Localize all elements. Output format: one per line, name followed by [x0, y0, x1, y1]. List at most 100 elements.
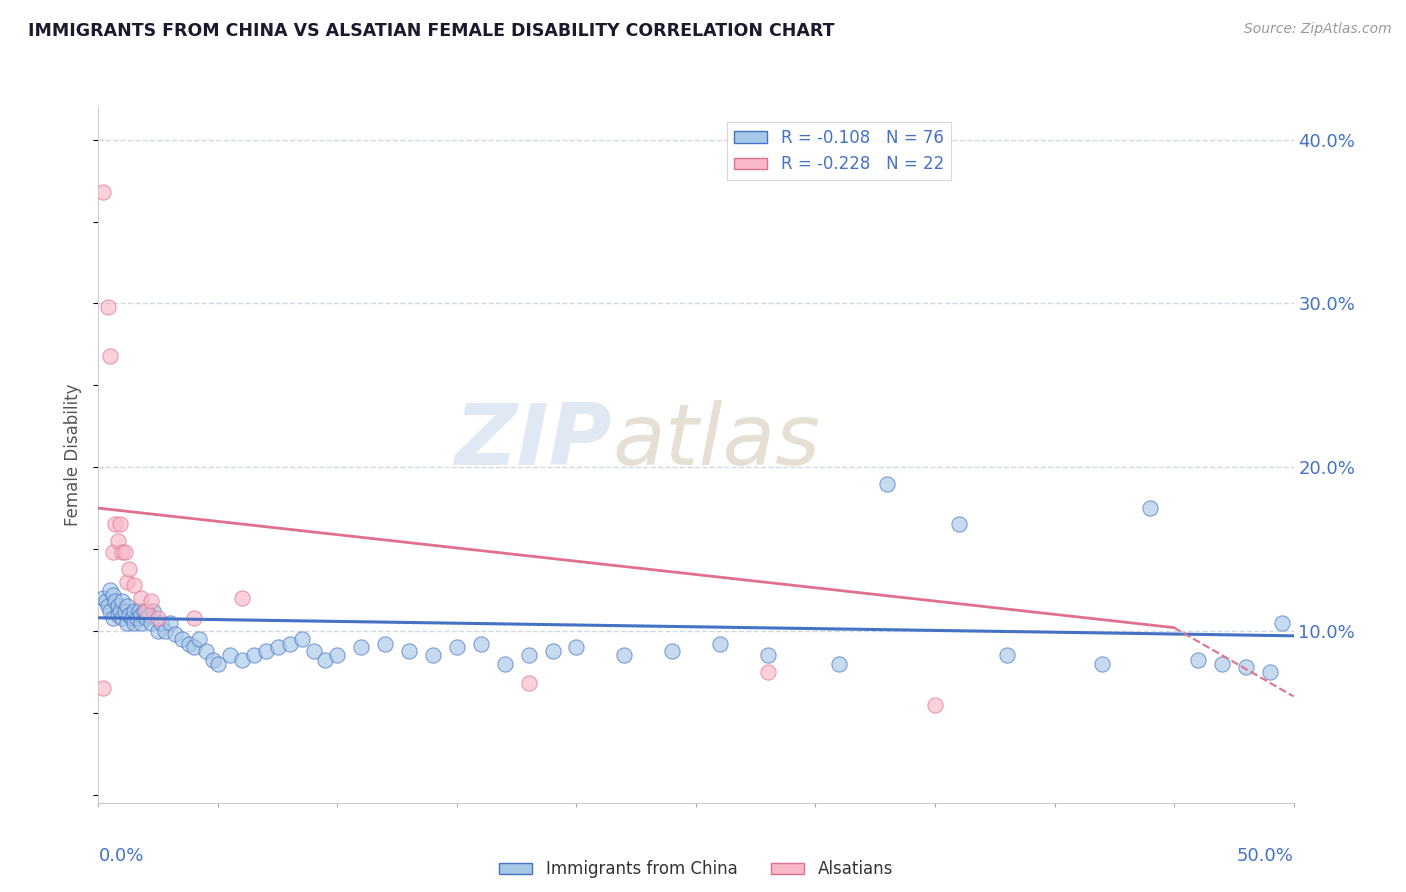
Point: [139, 615, 162, 630]
Point: [91, 591, 114, 606]
Point: [125, 611, 148, 625]
Point: [1091, 657, 1114, 671]
Point: [254, 643, 277, 657]
Point: [115, 599, 138, 614]
Point: [98, 582, 122, 597]
Point: [756, 648, 779, 663]
Text: IMMIGRANTS FROM CHINA VS ALSATIAN FEMALE DISABILITY CORRELATION CHART: IMMIGRANTS FROM CHINA VS ALSATIAN FEMALE…: [28, 22, 835, 40]
Point: [494, 657, 516, 671]
Point: [139, 594, 162, 608]
Point: [613, 648, 636, 663]
Point: [350, 640, 373, 655]
Point: [179, 637, 201, 651]
Point: [111, 611, 134, 625]
Point: [107, 533, 129, 548]
Point: [315, 653, 337, 667]
Point: [101, 588, 124, 602]
Point: [291, 632, 314, 646]
Point: [124, 615, 146, 630]
Point: [148, 611, 170, 625]
Point: [828, 657, 851, 671]
Point: [98, 349, 122, 363]
Point: [709, 637, 731, 651]
Point: [124, 604, 146, 618]
Point: [470, 637, 492, 651]
Point: [541, 643, 564, 657]
Point: [118, 607, 141, 622]
Point: [422, 648, 444, 663]
Point: [115, 615, 138, 630]
Text: 0.0%: 0.0%: [98, 847, 143, 865]
Text: 50.0%: 50.0%: [1237, 847, 1294, 865]
Point: [1234, 660, 1257, 674]
Point: [202, 653, 225, 667]
Point: [302, 643, 325, 657]
Point: [107, 607, 129, 622]
Point: [756, 665, 779, 679]
Point: [149, 615, 172, 630]
Text: ZIP: ZIP: [454, 400, 613, 483]
Point: [187, 632, 209, 646]
Point: [948, 517, 970, 532]
Point: [104, 594, 127, 608]
Y-axis label: Female Disability: Female Disability: [65, 384, 83, 526]
Point: [104, 517, 127, 532]
Point: [138, 607, 160, 622]
Point: [114, 545, 136, 559]
Point: [231, 653, 253, 667]
Point: [97, 599, 120, 614]
Legend: R = -0.108   N = 76, R = -0.228   N = 22: R = -0.108 N = 76, R = -0.228 N = 22: [727, 122, 950, 180]
Point: [118, 562, 141, 576]
Point: [91, 185, 114, 199]
Point: [97, 300, 120, 314]
Point: [111, 594, 134, 608]
Point: [398, 643, 420, 657]
Point: [1258, 665, 1281, 679]
Point: [114, 604, 136, 618]
Point: [163, 627, 186, 641]
Point: [124, 578, 146, 592]
Point: [219, 648, 242, 663]
Point: [1187, 653, 1209, 667]
Point: [172, 632, 194, 646]
Point: [94, 594, 117, 608]
Point: [446, 640, 468, 655]
Point: [183, 611, 205, 625]
Text: Source: ZipAtlas.com: Source: ZipAtlas.com: [1244, 22, 1392, 37]
Point: [194, 643, 218, 657]
Point: [1211, 657, 1233, 671]
Point: [115, 574, 138, 589]
Point: [128, 604, 150, 618]
Point: [267, 640, 290, 655]
Point: [243, 648, 266, 663]
Point: [111, 545, 134, 559]
Point: [108, 517, 131, 532]
Point: [131, 591, 153, 606]
Point: [876, 476, 898, 491]
Point: [107, 599, 129, 614]
Point: [183, 640, 205, 655]
Text: atlas: atlas: [613, 400, 820, 483]
Point: [131, 615, 153, 630]
Point: [326, 648, 349, 663]
Point: [661, 643, 683, 657]
Point: [231, 591, 253, 606]
Point: [142, 604, 165, 618]
Point: [1139, 501, 1161, 516]
Point: [517, 648, 540, 663]
Point: [517, 676, 540, 690]
Point: [159, 615, 181, 630]
Point: [132, 604, 155, 618]
Point: [121, 611, 143, 625]
Point: [131, 607, 153, 622]
Point: [207, 657, 229, 671]
Point: [135, 604, 157, 618]
Point: [1271, 615, 1294, 630]
Point: [565, 640, 588, 655]
Point: [135, 611, 157, 625]
Point: [995, 648, 1018, 663]
Point: [374, 637, 396, 651]
Point: [101, 611, 124, 625]
Point: [98, 604, 122, 618]
Point: [101, 545, 124, 559]
